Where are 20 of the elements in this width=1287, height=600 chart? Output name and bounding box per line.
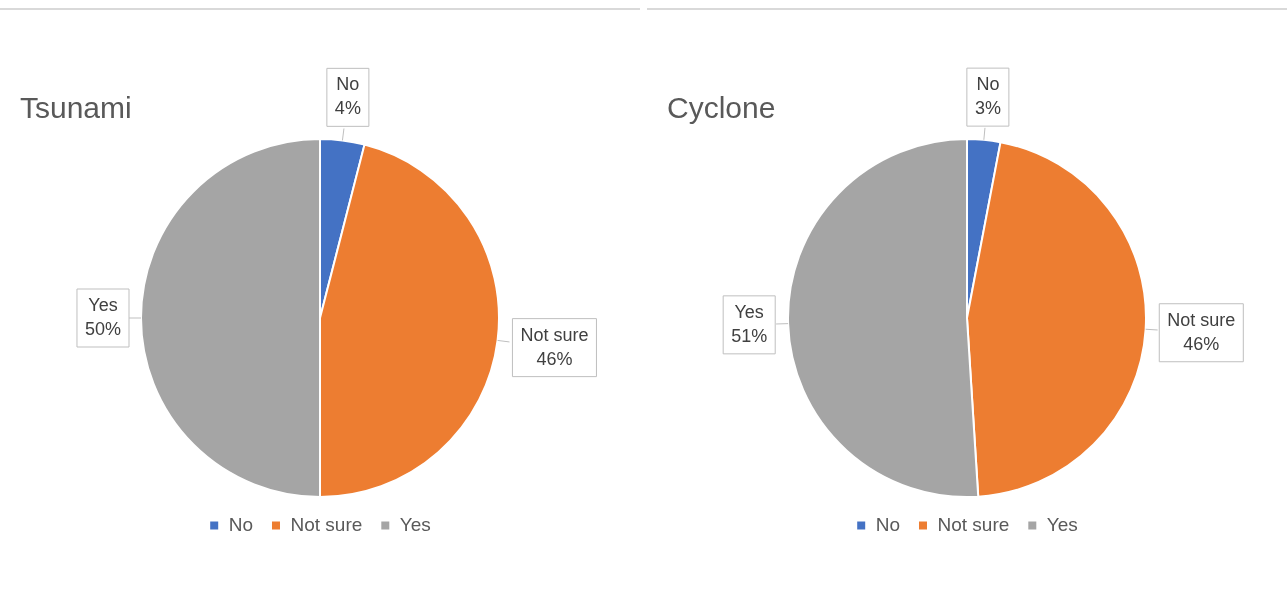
text: Tsunami: [20, 91, 132, 125]
data-label: 46%: [536, 348, 573, 369]
legend-label: Not sure: [290, 513, 363, 535]
data-label: 50%: [84, 318, 121, 339]
legend-label: No: [228, 513, 253, 535]
slice-label: Yes: [88, 294, 118, 315]
legend-label: Yes: [1046, 513, 1078, 535]
legend-label: Yes: [399, 513, 431, 535]
data-label: 4%: [334, 98, 361, 119]
slice-label: Not sure: [1167, 309, 1236, 330]
slice-label: Yes: [734, 301, 764, 322]
data-label: 46%: [1183, 333, 1220, 354]
data-label: 3%: [974, 98, 1001, 119]
legend-label: Not sure: [937, 513, 1010, 535]
data-label: 51%: [731, 325, 768, 346]
slice-label: Not sure: [520, 324, 589, 345]
slice-label: No: [336, 74, 360, 95]
slice-label: No: [976, 74, 1000, 95]
legend-label: No: [875, 513, 900, 535]
text: Cyclone: [667, 91, 776, 125]
